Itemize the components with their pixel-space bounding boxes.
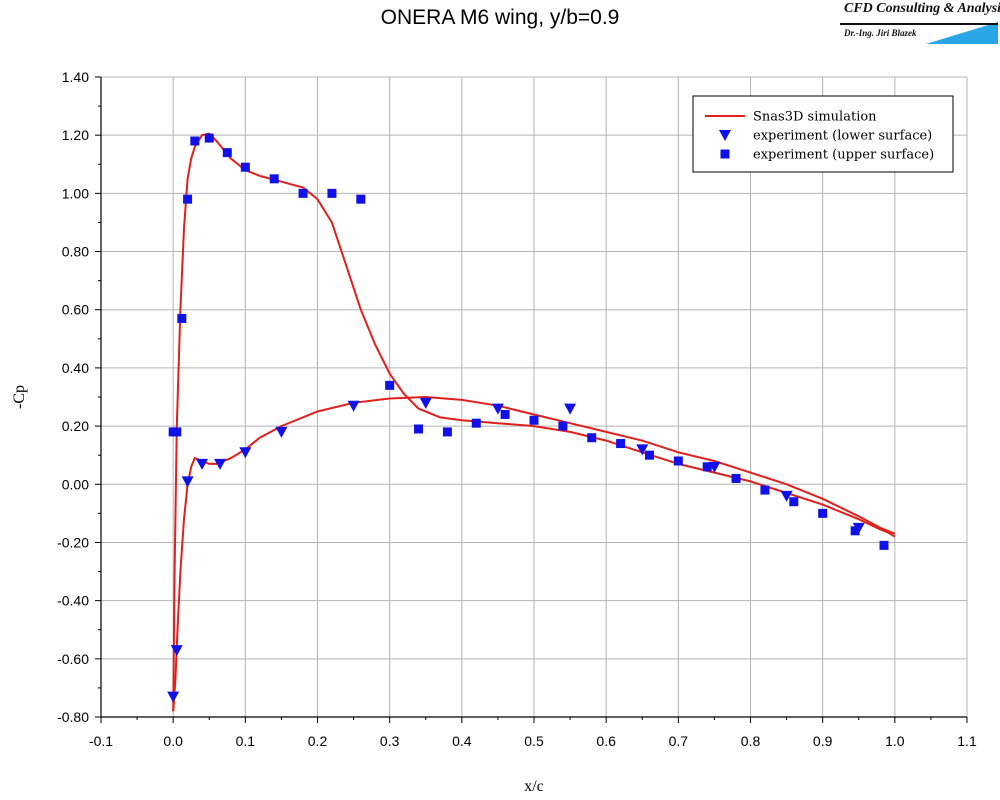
x-tick-label: 0.4 [452,733,472,749]
x-tick-label: 0.0 [163,733,183,749]
upper-surface-point [644,450,654,460]
lower-surface-point [491,403,504,415]
upper-surface-point [731,473,741,483]
upper-surface-point [702,462,712,472]
upper-surface-point [587,433,597,443]
upper-surface-point [222,148,232,158]
upper-surface-point [500,409,510,419]
lower-surface-point [181,476,194,488]
upper-surface-point [183,194,193,204]
y-tick-label: 1.00 [62,185,89,201]
y-tick-label: -0.20 [57,534,89,550]
upper-surface-point [204,133,214,143]
upper-surface-point [616,439,626,449]
logo-wedge-graphic [926,22,998,44]
logo-divider [840,23,998,25]
y-tick-label: 0.60 [62,302,89,318]
upper-surface-point [240,162,250,172]
y-tick-label: 0.80 [62,244,89,260]
y-axis-title: -Cp [11,385,28,409]
lower-surface-point [196,458,209,470]
legend-entry-label: Snas3D simulation [753,110,877,125]
upper-surface-point [471,418,481,428]
upper-surface-point [558,421,568,431]
x-tick-label: -0.1 [89,733,113,749]
y-tick-label: -0.40 [57,593,89,609]
lower-surface-point [564,403,577,415]
lower-surface-point [275,426,288,438]
upper-surface-point [879,540,889,550]
logo-author: Dr.-Ing. Jiri Blazek [844,28,917,38]
legend-entry-label: experiment (upper surface) [753,148,934,163]
y-tick-label: 0.20 [62,418,89,434]
legend-entry-label: experiment (lower surface) [753,129,932,144]
chart-title: ONERA M6 wing, y/b=0.9 [380,6,620,29]
x-tick-label: 0.2 [308,733,328,749]
upper-surface-point [673,456,683,466]
upper-surface-point [385,380,395,390]
y-tick-label: 1.40 [62,69,89,85]
lower-surface-point [167,691,180,703]
upper-surface-point [298,188,308,198]
upper-surface-point [442,427,452,437]
lower-surface-point [419,397,432,409]
company-logo: CFD Consulting & Analysis Dr.-Ing. Jiri … [832,0,1000,46]
x-tick-label: 0.3 [380,733,400,749]
legend-box [692,95,954,173]
lower-surface-point [170,645,183,657]
upper-surface-point [177,313,187,323]
lower-surface-point [239,447,252,459]
y-tick-label: 1.20 [62,127,89,143]
logo-title: CFD Consulting & Analysis [844,1,1000,16]
x-tick-label: 0.6 [596,733,616,749]
lower-surface-point [347,400,360,412]
y-tick-label: 0.40 [62,360,89,376]
upper-surface-point [850,526,860,536]
upper-surface-point [269,174,279,184]
y-tick-label: 0.00 [62,476,89,492]
x-tick-label: 1.1 [957,733,977,749]
x-tick-label: 0.1 [236,733,256,749]
x-tick-label: 1.0 [885,733,905,749]
y-tick-label: -0.80 [57,709,89,725]
upper-surface-point [789,497,799,507]
x-tick-label: 0.5 [524,733,544,749]
upper-surface-point [327,188,337,198]
upper-surface-point [818,508,828,518]
upper-surface-point [529,415,539,425]
upper-surface-point [760,485,770,495]
legend-triangle-swatch [719,130,731,141]
lower-surface-point [214,458,227,470]
upper-surface-point [172,427,182,437]
x-tick-label: 0.8 [741,733,761,749]
upper-surface-point [414,424,424,434]
lower-surface-point [780,490,793,502]
y-tick-label: -0.60 [57,651,89,667]
upper-surface-point [356,194,366,204]
legend-square-swatch [720,149,730,159]
x-tick-label: 0.7 [669,733,689,749]
simulation-curve-lower [172,395,896,712]
x-tick-label: 0.9 [813,733,833,749]
x-axis-title: x/c [524,778,544,795]
upper-surface-point [190,136,200,146]
lower-surface-point [636,444,649,456]
